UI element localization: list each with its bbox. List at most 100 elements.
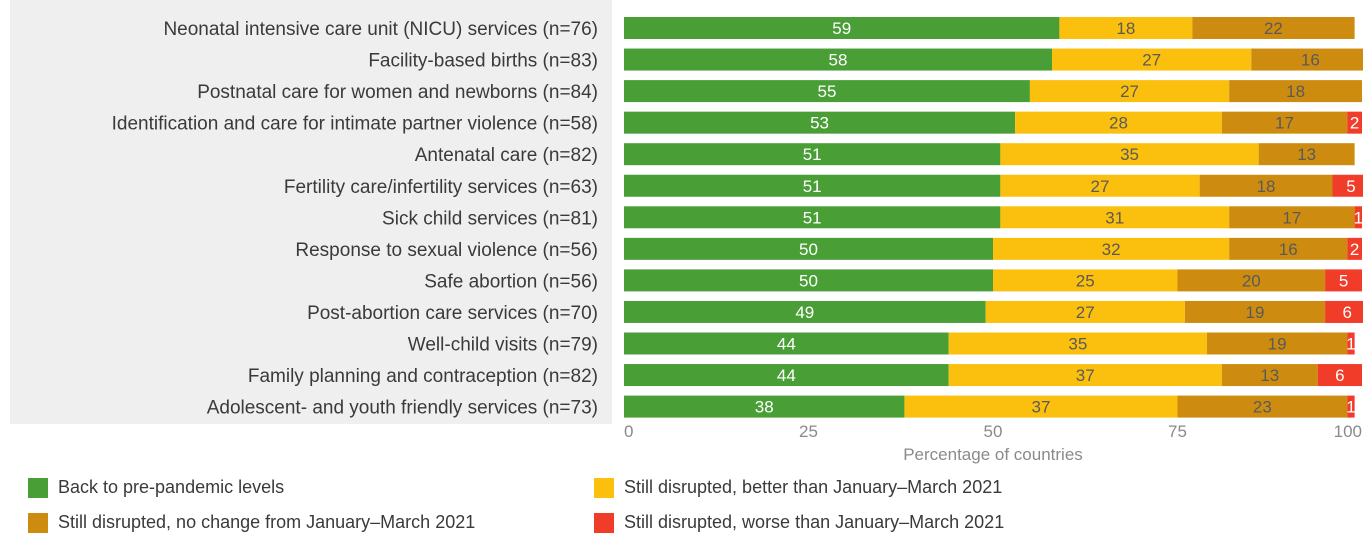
data-label: 16 — [1279, 240, 1298, 259]
bar-segment — [624, 174, 1001, 197]
data-label: 1 — [1346, 335, 1355, 354]
x-tick-label: 25 — [799, 422, 818, 441]
bar-segment — [1000, 174, 1200, 197]
category-label: Antenatal care (n=82) — [415, 145, 598, 166]
bar-segment — [624, 17, 1060, 39]
bar-segment — [1325, 300, 1363, 323]
data-label: 5 — [1346, 177, 1355, 196]
category-label: Fertility care/infertility services (n=6… — [284, 177, 598, 198]
data-label: 51 — [803, 145, 822, 164]
category-label: Safe abortion (n=56) — [424, 271, 598, 292]
data-label: 18 — [1286, 82, 1305, 101]
category-label: Adolescent- and youth friendly services … — [207, 398, 598, 419]
data-label: 27 — [1142, 51, 1161, 70]
legend-label: Still disrupted, no change from January–… — [58, 512, 476, 532]
bar-segment — [993, 237, 1230, 260]
bar-segment — [624, 48, 1053, 71]
bar-segment — [1192, 17, 1355, 39]
data-label: 6 — [1343, 303, 1352, 322]
x-tick-label: 100 — [1334, 422, 1362, 441]
bar-segment — [1251, 48, 1363, 71]
data-label: 59 — [832, 19, 851, 38]
bar-segment — [1029, 80, 1230, 103]
x-tick-label: 50 — [984, 422, 1003, 441]
category-labels: Neonatal intensive care unit (NICU) serv… — [112, 19, 598, 419]
data-label: 51 — [803, 177, 822, 196]
data-label: 19 — [1268, 335, 1287, 354]
data-label: 31 — [1105, 208, 1124, 227]
legend-swatch — [594, 512, 614, 533]
bar-segment — [1184, 300, 1326, 323]
bar-segment — [1177, 395, 1348, 418]
bar-segment — [1177, 269, 1326, 292]
legend-item: Still disrupted, no change from January–… — [28, 512, 475, 533]
legend-label: Still disrupted, worse than January–Marc… — [624, 512, 1005, 532]
x-axis-title: Percentage of countries — [903, 445, 1083, 464]
data-label: 20 — [1242, 271, 1261, 290]
legend-label: Still disrupted, better than January–Mar… — [624, 477, 1003, 497]
bar-segment — [1199, 174, 1333, 197]
x-tick-label: 0 — [624, 422, 633, 441]
legend-item: Still disrupted, better than January–Mar… — [594, 477, 1002, 498]
data-label: 44 — [777, 366, 796, 385]
data-label: 35 — [1068, 335, 1087, 354]
category-label: Sick child services (n=81) — [382, 208, 598, 229]
category-label-panel — [10, 0, 612, 424]
data-label: 49 — [795, 303, 814, 322]
data-label: 35 — [1120, 145, 1139, 164]
category-label: Family planning and contraception (n=82) — [248, 366, 598, 387]
bar-segment — [1229, 237, 1348, 260]
bar-segment — [1052, 48, 1252, 71]
data-label: 37 — [1032, 398, 1051, 417]
bar-segment — [904, 395, 1178, 418]
bar-segment — [624, 332, 949, 355]
category-label: Neonatal intensive care unit (NICU) serv… — [163, 19, 598, 40]
bar-segment — [1000, 206, 1230, 229]
bar-segment — [1347, 332, 1355, 355]
legend-swatch — [28, 512, 48, 533]
data-label: 27 — [1091, 177, 1110, 196]
bar-segment — [1207, 332, 1348, 355]
stacked-bar-chart: Neonatal intensive care unit (NICU) serv… — [10, 0, 1363, 464]
bar-segment — [624, 111, 1016, 134]
bar-segment — [624, 80, 1030, 103]
data-label: 50 — [799, 240, 818, 259]
data-label: 37 — [1076, 366, 1095, 385]
bar-segment — [1000, 143, 1259, 166]
bar-segment — [1325, 269, 1362, 292]
bar-segment — [624, 206, 1001, 229]
category-label: Post-abortion care services (n=70) — [307, 303, 598, 324]
bar-segment — [1347, 395, 1355, 418]
data-label: 44 — [777, 335, 796, 354]
bar-segment — [1347, 237, 1362, 260]
category-label: Well-child visits (n=79) — [408, 335, 598, 356]
data-label: 16 — [1301, 51, 1320, 70]
data-label: 58 — [829, 51, 848, 70]
bar-segment — [985, 300, 1185, 323]
data-label: 13 — [1297, 145, 1316, 164]
category-label: Postnatal care for women and newborns (n… — [197, 82, 598, 103]
bar-segment — [1332, 174, 1363, 197]
data-label: 28 — [1109, 114, 1128, 133]
bar-segment — [1229, 80, 1362, 103]
bar-segment — [1229, 206, 1355, 229]
data-label: 6 — [1335, 366, 1344, 385]
x-tick-label: 75 — [1168, 422, 1187, 441]
bar-segment — [1354, 206, 1362, 229]
data-label: 50 — [799, 271, 818, 290]
data-label: 2 — [1350, 240, 1359, 259]
bar-segment — [624, 237, 993, 260]
data-label: 51 — [803, 208, 822, 227]
data-label: 55 — [817, 82, 836, 101]
bar-segment — [624, 300, 986, 323]
data-label: 18 — [1257, 177, 1276, 196]
data-label: 25 — [1076, 271, 1095, 290]
bar-segment — [948, 332, 1208, 355]
bar-segment — [624, 143, 1001, 166]
legend-item: Back to pre-pandemic levels — [28, 477, 284, 498]
data-label: 27 — [1076, 303, 1095, 322]
data-label: 19 — [1246, 303, 1265, 322]
data-label: 22 — [1264, 19, 1283, 38]
bar-segment — [1221, 364, 1318, 387]
